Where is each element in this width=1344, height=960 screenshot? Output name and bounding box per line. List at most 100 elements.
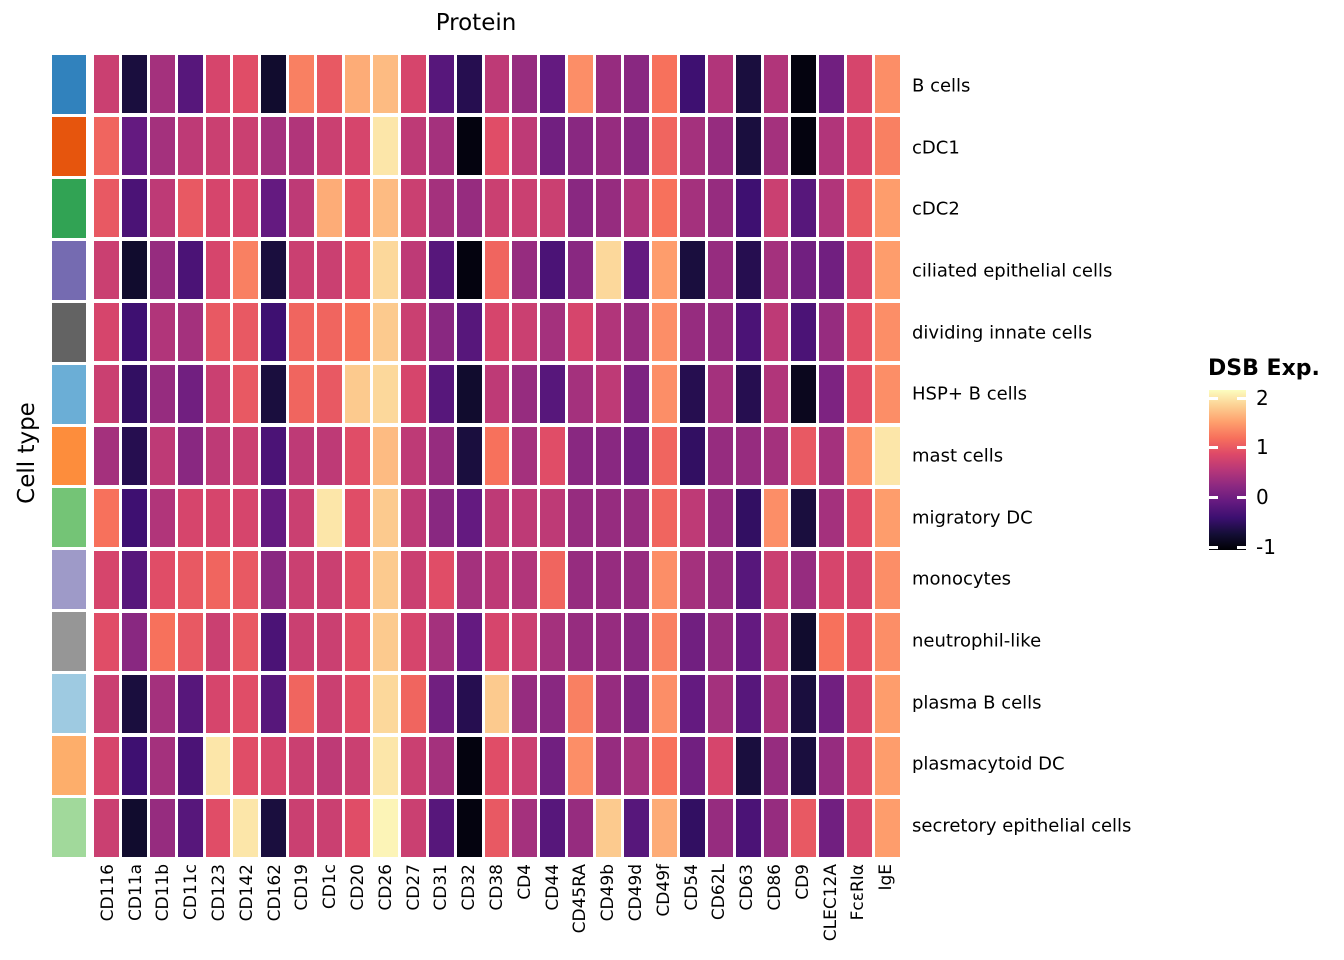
heatmap-cell [233,737,259,795]
heatmap-cell [568,365,594,423]
heatmap-cell [875,55,900,113]
heatmap-cell [540,241,566,299]
heatmap-cell [651,489,677,547]
heatmap-cell [205,365,231,423]
heatmap-cell [819,365,845,423]
heatmap-cell [484,241,510,299]
heatmap-cell [679,179,705,237]
heatmap-cell [847,551,873,609]
heatmap-cell [428,427,454,485]
legend-tick-label: -1 [1256,534,1276,559]
heatmap-cell [651,799,677,857]
heatmap-cell [791,117,817,175]
row-label: migratory DC [912,507,1033,529]
column-label: CD142 [236,864,257,922]
heatmap-cell [791,427,817,485]
heatmap-cell [121,179,147,237]
heatmap-cell [149,799,175,857]
heatmap-cell [345,55,370,113]
legend-tick-label: 0 [1256,484,1269,509]
heatmap-cell [261,365,287,423]
heatmap-cell [205,489,231,547]
heatmap-cell [289,489,315,547]
heatmap-cell [679,427,705,485]
heatmap-cell [735,799,761,857]
row-label: ciliated epithelial cells [912,260,1113,282]
heatmap-cell [819,303,845,361]
heatmap-cell [540,799,566,857]
heatmap-cell [540,613,566,671]
heatmap-cell [317,179,343,237]
heatmap-cell [763,55,789,113]
heatmap-cell [596,613,622,671]
heatmap-cell [763,365,789,423]
heatmap-cell [568,241,594,299]
heatmap-cell [372,737,398,795]
heatmap-cell [624,179,649,237]
heatmap-cell [372,613,398,671]
heatmap-cell [400,241,426,299]
heatmap-cell [317,613,343,671]
heatmap-cell [819,613,845,671]
heatmap-cell [177,613,203,671]
row-label: monocytes [912,568,1012,590]
heatmap-cell [568,55,594,113]
heatmap-cell [317,365,343,423]
annotation-swatch [52,488,86,548]
annotation-swatch [52,426,86,486]
heatmap-cell [121,241,147,299]
legend-tick-mark [1237,446,1246,450]
heatmap-cell [875,303,900,361]
heatmap-cell [345,799,370,857]
heatmap-cell [624,365,649,423]
heatmap-cell [484,179,510,237]
heatmap-cell [596,241,622,299]
column-label: CD49d [625,864,646,922]
heatmap-cell [540,737,566,795]
heatmap-cell [540,365,566,423]
heatmap-cell [707,303,733,361]
column-label: CD45RA [570,864,591,934]
heatmap-cell [372,303,398,361]
heatmap-cell [707,55,733,113]
heatmap-cell [233,799,259,857]
heatmap-cell [456,241,482,299]
heatmap-cell [624,613,649,671]
annotation-swatch [52,178,86,238]
heatmap-cell [484,55,510,113]
row-label: dividing innate cells [912,322,1093,344]
heatmap-cell [624,427,649,485]
heatmap-cell [345,489,370,547]
heatmap-cell [707,241,733,299]
heatmap-cell [847,675,873,733]
heatmap-cell [484,117,510,175]
heatmap-cell [791,179,817,237]
heatmap-cell [428,55,454,113]
column-label: CD62L [709,864,730,921]
row-label: plasma B cells [912,692,1042,714]
annotation-swatch [52,612,86,672]
heatmap-cell [540,675,566,733]
heatmap-cell [177,675,203,733]
heatmap-cell [205,675,231,733]
heatmap-cell [233,303,259,361]
heatmap-cell [372,675,398,733]
heatmap-cell [735,179,761,237]
heatmap-cell [596,737,622,795]
heatmap-cell [875,241,900,299]
annotation-swatch [52,116,86,176]
heatmap-cell [317,117,343,175]
heatmap-cell [177,117,203,175]
heatmap-cell [484,303,510,361]
heatmap-cell [149,489,175,547]
heatmap-cell [512,303,538,361]
heatmap-cell [177,737,203,795]
heatmap-cell [763,241,789,299]
heatmap-cell [317,551,343,609]
heatmap-cell [791,489,817,547]
heatmap-cell [512,365,538,423]
heatmap-cell [261,737,287,795]
heatmap-cell [763,303,789,361]
column-label: CD11b [153,864,174,922]
heatmap-cell [651,241,677,299]
